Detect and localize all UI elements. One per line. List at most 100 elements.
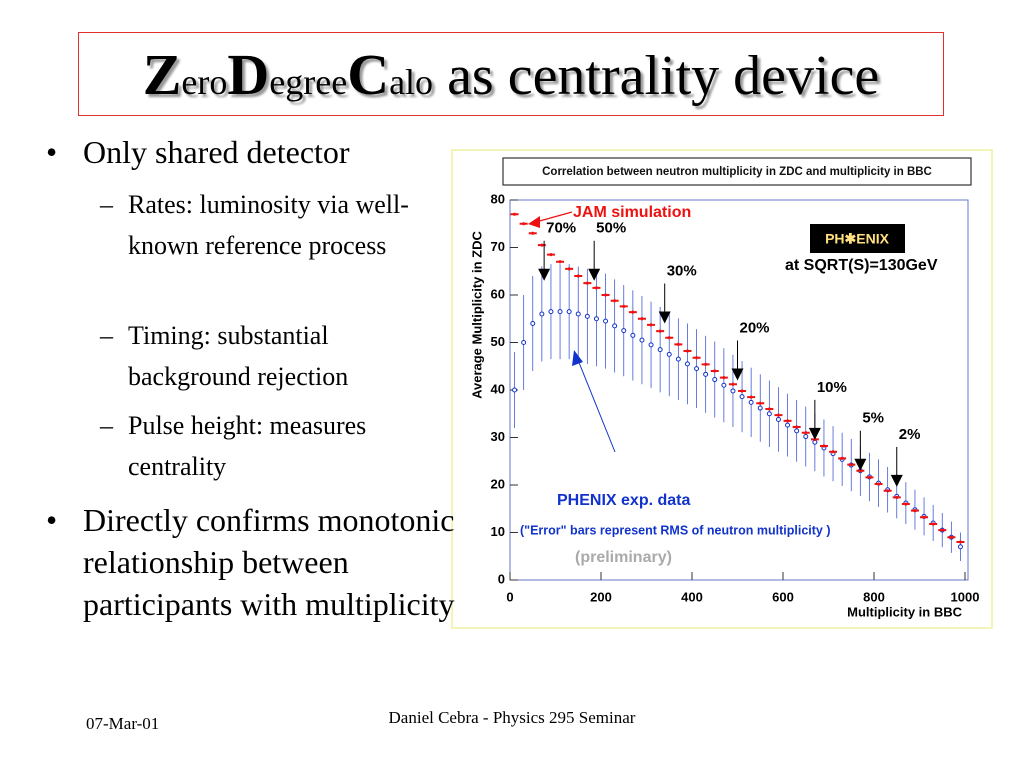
data-point [684, 361, 690, 367]
logo-box [810, 224, 905, 253]
sim-point [728, 382, 737, 386]
data-pointer [577, 359, 616, 453]
sim-point [519, 222, 528, 226]
sub-bullet: Timing: substantial background rejection [128, 321, 349, 391]
data-point [548, 309, 554, 315]
title: ZeroDegreeCalo as centrality device [78, 32, 944, 116]
x-tick-label: 200 [590, 589, 612, 604]
data-point [748, 399, 754, 405]
y-tick-label: 60 [491, 286, 505, 301]
sim-point [546, 253, 555, 257]
bullet: Only shared detector [83, 134, 350, 170]
title-part: alo [389, 62, 434, 102]
data-point [739, 394, 745, 400]
y-tick-label: 0 [498, 571, 505, 586]
data-point [766, 411, 772, 417]
legend-label: JAM simulation [573, 204, 691, 221]
sim-point [829, 450, 838, 454]
sim-point [601, 293, 610, 297]
x-tick-label: 0 [506, 589, 513, 604]
sim-point [920, 515, 929, 519]
sim-point [938, 528, 947, 532]
sim-point [710, 369, 719, 373]
sim-point [738, 389, 747, 393]
bullet-symbol: • [46, 134, 58, 170]
sim-point [910, 509, 919, 513]
data-point [757, 405, 763, 411]
sim-point [574, 274, 583, 278]
centrality-arrowhead [538, 268, 551, 281]
data-point [566, 309, 572, 315]
sim-point [719, 376, 728, 380]
data-point [612, 323, 618, 329]
footer-center: Daniel Cebra - Physics 295 Seminar [388, 708, 636, 727]
x-tick-label: 400 [681, 589, 703, 604]
centrality-label: 20% [740, 319, 770, 336]
legend-label: PHENIX exp. data [557, 492, 690, 509]
sub-bullet-symbol: – [100, 190, 113, 219]
sim-point [628, 310, 637, 314]
data-point [621, 328, 627, 334]
centrality-label: 2% [899, 426, 921, 443]
data-point [694, 366, 700, 372]
centrality-arrowhead [890, 474, 903, 487]
sim-point [683, 349, 692, 353]
data-point [785, 422, 791, 428]
sim-point [665, 336, 674, 340]
data-point [721, 382, 727, 388]
sim-point [874, 482, 883, 486]
data-point [703, 371, 709, 377]
data-point [775, 416, 781, 422]
title-part: egree [269, 62, 348, 102]
sim-point [947, 535, 956, 539]
sim-point [819, 444, 828, 448]
x-tick-label: 800 [863, 589, 885, 604]
chart-title-box [502, 157, 972, 186]
data-point [648, 342, 654, 348]
sim-point [556, 260, 565, 264]
sim-point [792, 425, 801, 429]
sim-point [647, 323, 656, 327]
y-tick-label: 30 [491, 429, 505, 444]
data-point [657, 347, 663, 353]
y-tick-label: 80 [491, 191, 505, 206]
data-point [575, 311, 581, 317]
sim-point [774, 413, 783, 417]
data-point [521, 340, 527, 345]
sim-point [956, 540, 965, 544]
title-part: C [347, 42, 390, 107]
sim-point [838, 456, 847, 460]
sim-point [892, 495, 901, 499]
title-part: as centrality device [447, 45, 880, 107]
jam-arrowhead [528, 216, 540, 228]
sub-bullet-symbol: – [100, 411, 113, 440]
data-point [639, 337, 645, 343]
data-point [630, 332, 636, 338]
sim-point [929, 522, 938, 526]
sim-point [510, 212, 519, 216]
data-point [794, 428, 800, 434]
sim-point [610, 299, 619, 303]
bullet: Directly confirms monotonic relationship… [83, 502, 455, 622]
data-point [666, 351, 672, 357]
sim-point [747, 395, 756, 399]
sim-point [692, 356, 701, 360]
centrality-arrowhead [731, 368, 744, 381]
sim-point [901, 502, 910, 506]
data-point [957, 544, 963, 550]
data-point [603, 318, 609, 324]
sim-point [701, 362, 710, 366]
centrality-label: 70% [546, 220, 576, 237]
y-tick-label: 50 [491, 334, 505, 349]
y-axis-label: Average Multiplicity in ZDC [469, 230, 484, 398]
centrality-label: 5% [862, 410, 884, 427]
centrality-label: 10% [817, 379, 847, 396]
bullet-symbol: • [46, 502, 58, 538]
sim-point [883, 489, 892, 493]
title-part: D [227, 42, 270, 107]
sim-point [783, 419, 792, 423]
sim-point [865, 475, 874, 479]
centrality-arrowhead [588, 268, 601, 281]
